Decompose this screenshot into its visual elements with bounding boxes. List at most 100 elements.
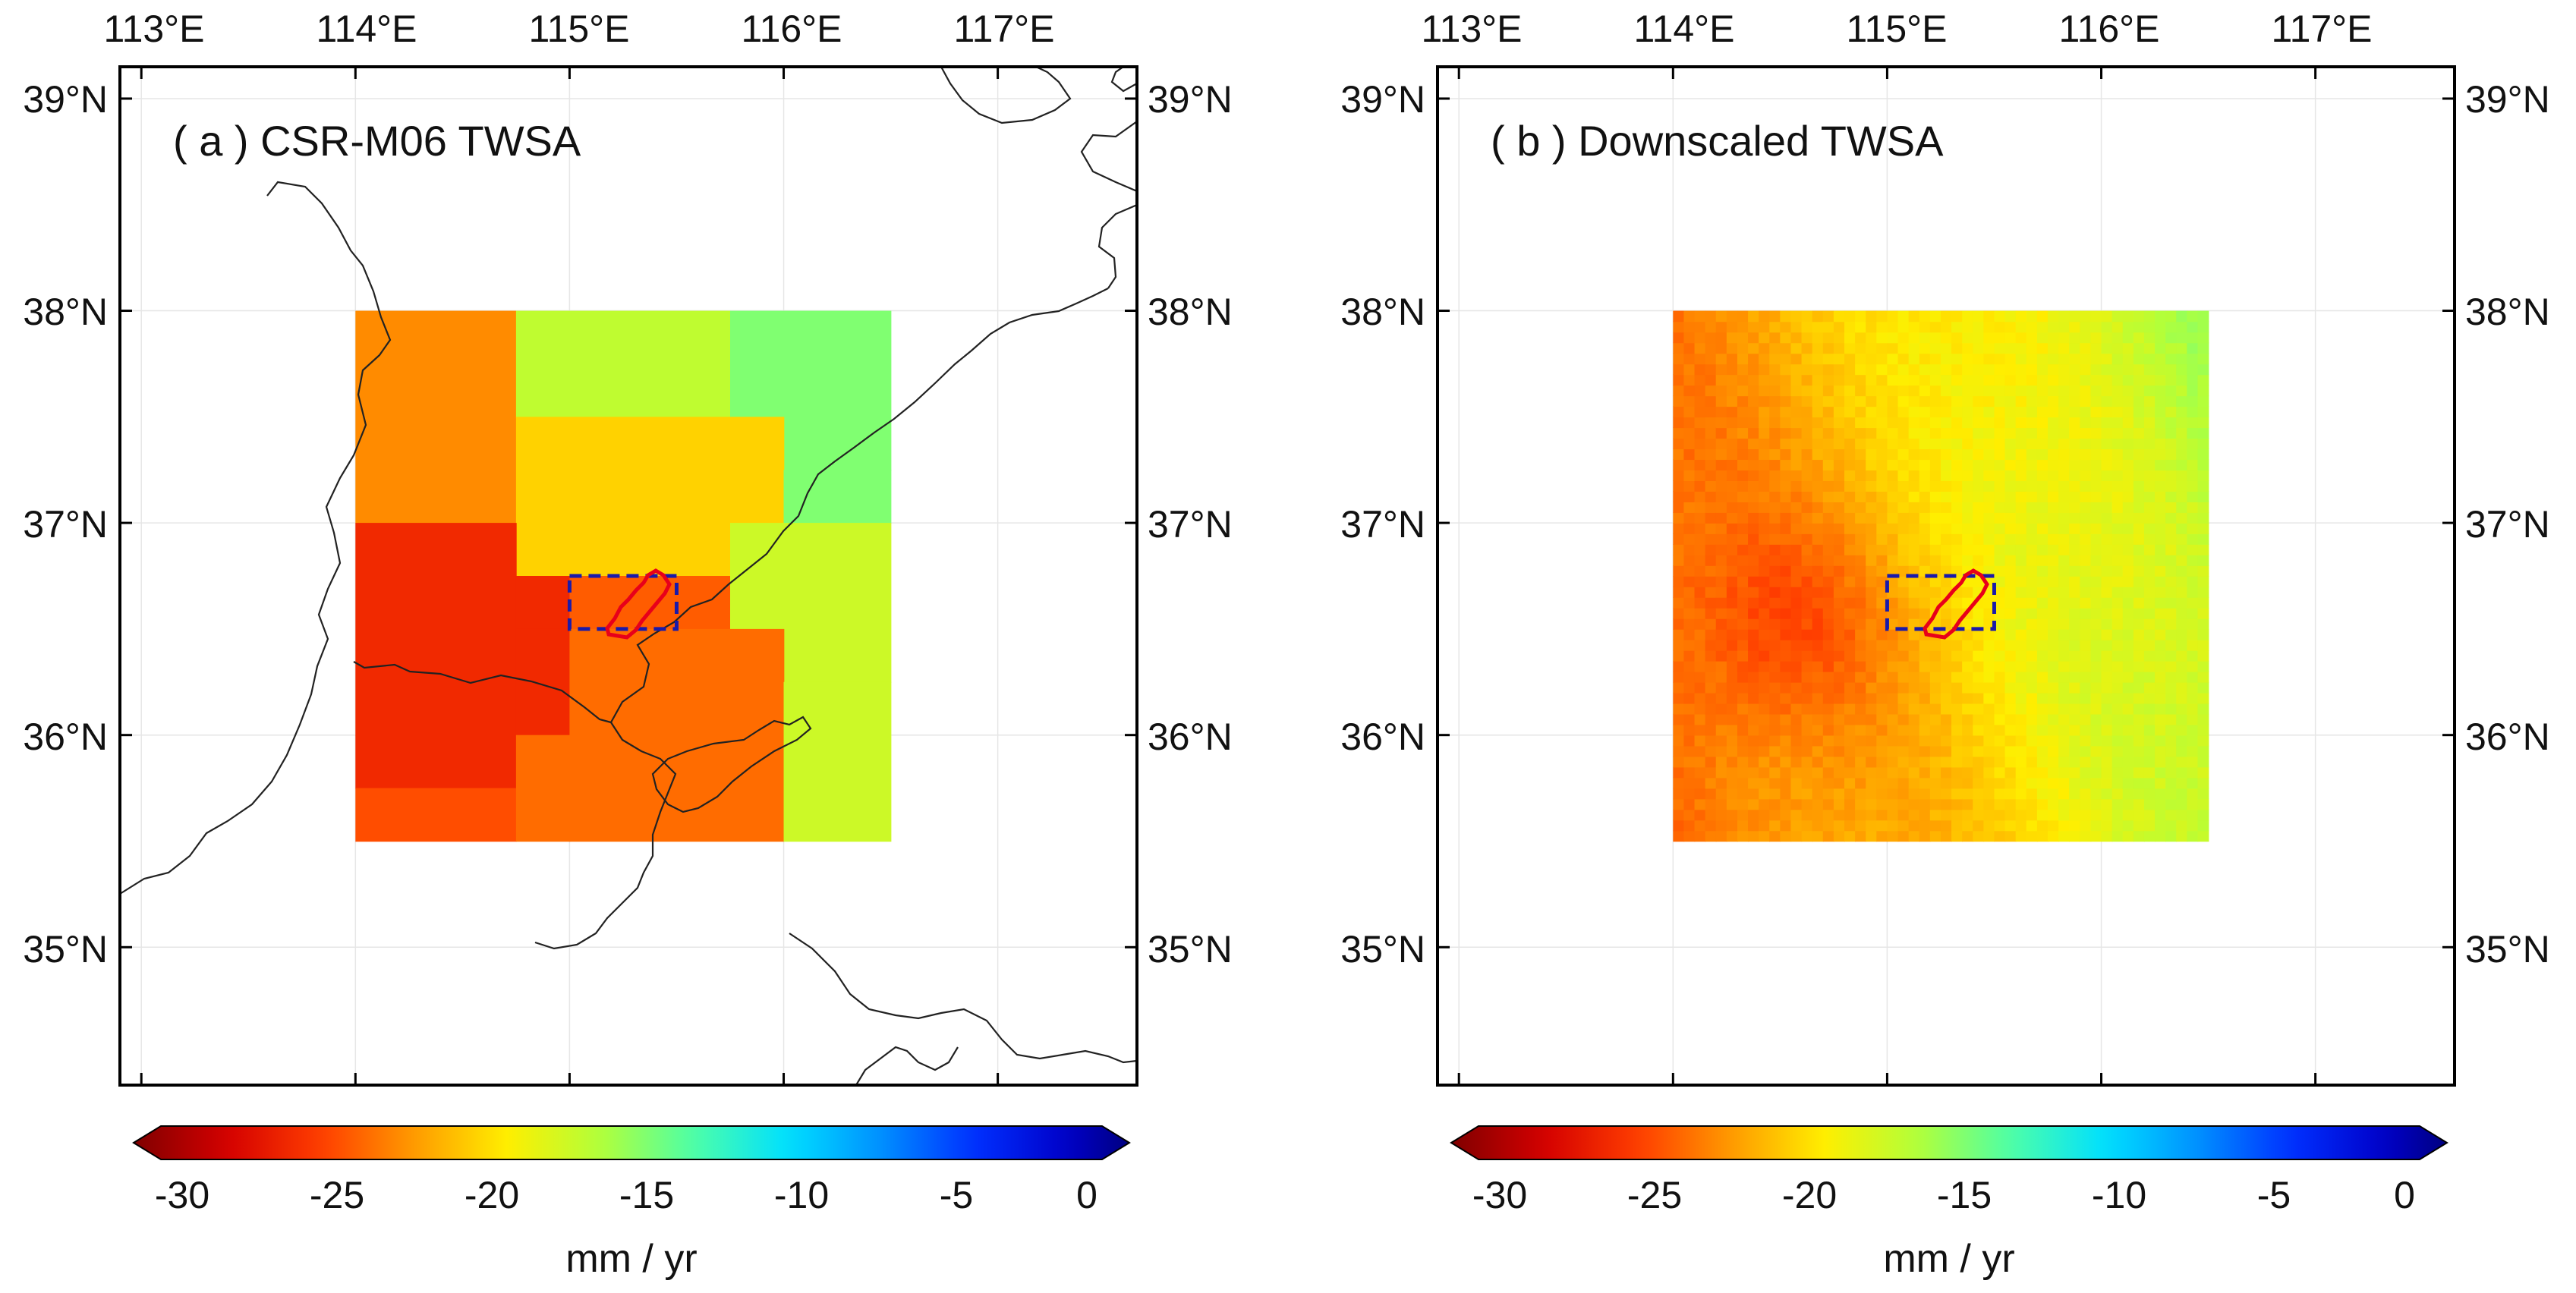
grid-cell [1994,502,2006,513]
grid-cell [2090,607,2102,619]
grid-cell [1694,830,1706,842]
grid-cell [2187,788,2199,800]
grid-cell [1962,555,1974,566]
grid-cell [1940,374,1952,386]
grid-cell [1822,565,1834,577]
grid-cell [1951,459,1963,471]
grid-cell [1822,353,1834,365]
grid-cell [1759,385,1771,397]
grid-cell [1790,820,1803,832]
grid-cell [1683,777,1696,789]
grid-cell [2004,607,2017,619]
grid-cell [1908,745,1920,757]
grid-cell [2133,798,2145,810]
grid-cell [2080,650,2092,662]
grid-cell [1705,565,1717,577]
grid-cell [2176,491,2188,502]
grid-cell [1759,459,1771,471]
grid-cell [1812,448,1824,461]
grid-cell [1929,756,1941,768]
grid-cell [2143,310,2156,322]
grid-cell [1673,788,1685,800]
grid-cell [1748,353,1759,365]
grid-cell [2101,703,2113,715]
grid-cell [2036,395,2049,407]
grid-cell [1897,512,1910,524]
grid-cell [2112,777,2124,789]
grid-cell [2165,607,2178,619]
grid-cell [1726,448,1738,461]
grid-cell [1929,820,1941,832]
grid-cell [1994,628,2006,640]
grid-cell [2015,480,2027,492]
grid-cell [1822,480,1834,492]
grid-cell [1897,766,1910,779]
grid-cell [1994,745,2006,757]
grid-cell [1929,650,1941,662]
grid-cell [2036,342,2049,354]
grid-cell [2048,385,2059,397]
grid-cell [2187,692,2199,704]
grid-cell [2122,459,2134,471]
grid-cell [2187,395,2199,407]
grid-cell [2080,342,2092,354]
grid-cell [1919,395,1931,407]
grid-cell [1737,692,1749,704]
grid-cell [1801,417,1813,429]
grid-cell [1790,586,1803,598]
grid-cell [1983,735,1995,747]
grid-cell [1919,576,1931,587]
grid-cell [1683,586,1696,598]
grid-cell [1759,332,1771,344]
grid-cell [1940,363,1952,376]
grid-cell [1951,438,1963,450]
grid-cell [2090,523,2102,534]
grid-cell [1705,639,1717,651]
grid-cell [2197,491,2209,502]
grid-cell [1855,618,1867,630]
grid-cell [2058,671,2071,683]
grid-cell [1780,607,1792,619]
grid-cell [1887,502,1899,513]
grid-cell [2069,459,2081,471]
grid-cell [2004,321,2017,333]
grid-cell [2197,745,2209,757]
grid-cell [1876,385,1888,397]
grid-cell [1683,713,1696,725]
grid-cell [1822,735,1834,747]
grid-cell [1844,533,1856,545]
grid-cell [1737,713,1749,725]
grid-cell [1994,512,2006,524]
grid-cell [1769,756,1781,768]
grid-cell [1801,427,1813,439]
grid-cell [1908,342,1920,354]
grid-cell [2133,724,2145,736]
grid-cell [1833,777,1845,789]
grid-cell [2176,692,2188,704]
grid-cell [2133,438,2145,450]
grid-cell [1737,406,1749,418]
grid-cell [1822,321,1834,333]
grid-cell [1694,512,1706,524]
study-area-rect [1885,574,1996,631]
grid-cell [1705,798,1717,810]
grid-cell [2015,766,2027,779]
grid-cell [2048,607,2059,619]
grid-cell [2026,533,2038,545]
grid-cell [2080,512,2092,524]
colorbar: -30 -25 -20 -15 -10 -5 0 mm / yr [132,1125,1131,1281]
grid-cell [1866,735,1878,747]
grid-cell [2187,650,2199,662]
grid-cell [1973,809,1985,821]
grid-cell [1769,544,1781,555]
grid-cell [2133,766,2145,779]
grid-cell [1769,724,1781,736]
grid-cell [2165,724,2178,736]
grid-cell [2101,523,2113,534]
grid-cell [1737,745,1749,757]
grid-cell [2036,809,2049,821]
grid-cell [1983,533,1995,545]
grid-cell [1769,650,1781,662]
grid-cell [1855,586,1867,598]
grid-cell [1876,438,1888,450]
